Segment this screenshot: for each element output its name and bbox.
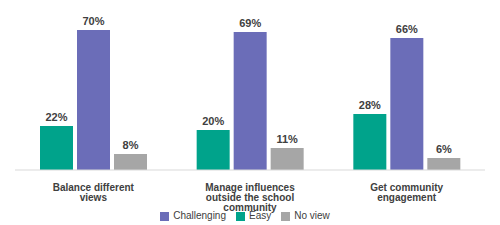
- html-text:No view: No view: [294, 210, 330, 221]
- svg-text:Get communityengagement: Get communityengagement: [370, 182, 443, 203]
- html-text:Easy: Easy: [249, 210, 272, 221]
- svg-text:66%: 66%: [396, 23, 418, 35]
- svg-text:11%: 11%: [276, 133, 298, 145]
- svg-text:22%: 22%: [45, 111, 67, 123]
- html-text:Challenging: Challenging: [173, 210, 226, 221]
- svg-text:6%: 6%: [436, 143, 452, 155]
- svg-text:20%: 20%: [202, 115, 224, 127]
- svg-text:70%: 70%: [82, 15, 104, 27]
- svg-text:8%: 8%: [123, 139, 139, 151]
- svg-text:Manage influencesoutside the s: Manage influencesoutside the schoolcommu…: [205, 182, 295, 213]
- svg-text:Balance differentviews: Balance differentviews: [53, 182, 135, 203]
- svg-text:69%: 69%: [239, 17, 261, 29]
- svg-text:28%: 28%: [359, 99, 381, 111]
